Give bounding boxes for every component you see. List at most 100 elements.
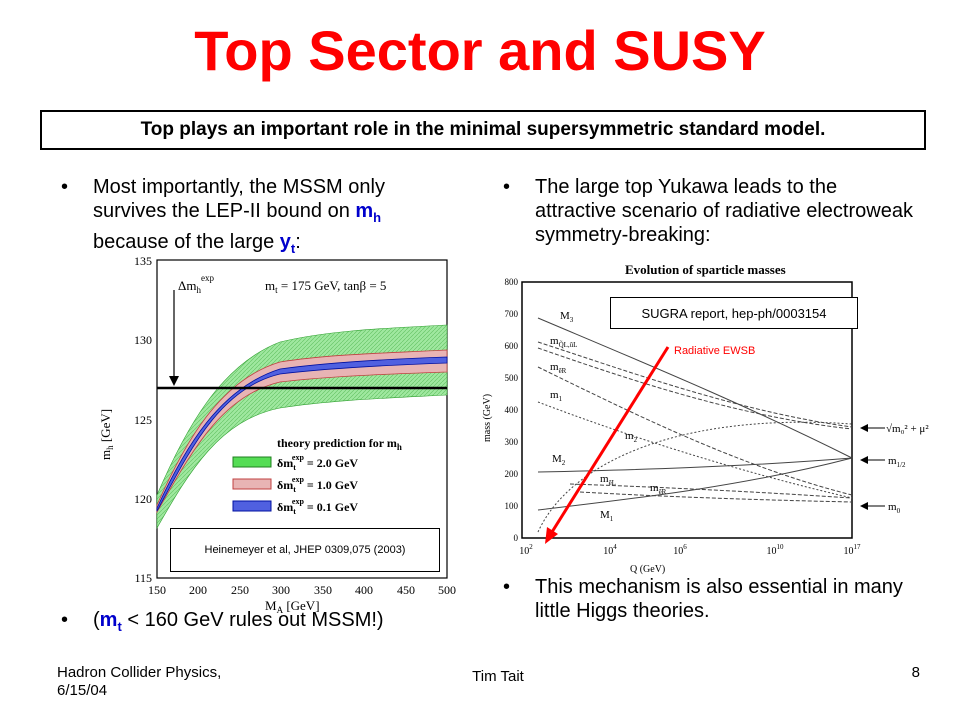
label-meR: mẽR: [550, 361, 567, 375]
label-sqrt-m0-mu: √m₀² + μ²: [886, 423, 929, 435]
x-tick-label: 300: [272, 583, 290, 597]
x-tick-label: 500: [438, 583, 456, 597]
legend: theory prediction for mh δmtexp = 2.0 Ge…: [232, 436, 402, 516]
right-figure-reference: SUGRA report, hep-ph/0003154: [610, 297, 858, 329]
sqrt-arrowhead: [860, 424, 868, 432]
curve-meR: [537, 366, 853, 496]
curve-labels: M3 mQ̃L,ũL mẽR m1 m2 M2 mẽL mẽR M1: [550, 310, 667, 523]
m-letter: m: [355, 200, 374, 222]
right-bullet-2: • This mechanism is also essential in ma…: [503, 575, 915, 623]
m-letter: m: [99, 609, 118, 631]
label-m1: m1: [550, 389, 563, 403]
y-tick-label: 600: [505, 341, 519, 351]
y-tick-label: 135: [134, 254, 152, 268]
x-tick-label: 150: [148, 583, 166, 597]
band-01gev: [156, 356, 448, 512]
bullet-text-c: :: [295, 231, 301, 253]
boundary-labels: √m₀² + μ² m1/2 m0: [860, 423, 929, 515]
y-axis-label: mh [GeV]: [98, 409, 115, 460]
bullet-dot: •: [503, 176, 511, 198]
curve-mQL-2: [537, 347, 853, 430]
m-t-symbol: mt: [99, 609, 122, 634]
slide-title: Top Sector and SUSY: [194, 19, 766, 82]
label-M1: M1: [600, 509, 614, 523]
bullet-dot: •: [61, 609, 69, 631]
curve-m2: [537, 421, 853, 533]
banner-box: Top plays an important role in the minim…: [40, 110, 926, 150]
params-label: mt = 175 GeV, tanβ = 5: [265, 278, 386, 295]
radiative-ewsb-arrow: [550, 346, 670, 533]
label-mQL: mQ̃L,ũL: [550, 335, 577, 349]
y-axis-label: mass (GeV): [482, 394, 493, 442]
left-figure-reference: Heinemeyer et al, JHEP 0309,075 (2003): [170, 528, 440, 572]
x-tick-label: 1010: [767, 543, 785, 557]
y-tick-label: 500: [505, 373, 519, 383]
curve-M3: [537, 317, 853, 459]
footer-left: Hadron Collider Physics, 6/15/04: [57, 664, 297, 700]
footer-center: Tim Tait: [472, 668, 524, 685]
plot-frame: [521, 281, 853, 539]
y-letter: y: [279, 231, 291, 253]
page-number: 8: [911, 664, 920, 681]
footer-left-line1: Hadron Collider Physics,: [57, 664, 222, 681]
y-tick-label: 120: [134, 492, 152, 506]
curve-M2: [537, 457, 853, 473]
left-bullet-2-rest: < 160 GeV rules out MSSM!): [121, 609, 384, 631]
curve-M1: [537, 457, 853, 511]
y-t-symbol: yt: [279, 231, 295, 256]
left-bullet-1: • Most importantly, the MSSM only surviv…: [61, 175, 453, 261]
label-M3: M3: [560, 310, 574, 324]
chart-title: Evolution of sparticle masses: [625, 262, 786, 277]
radiative-ewsb-arrowhead: [545, 527, 558, 544]
x-tick-label: 200: [189, 583, 207, 597]
mh-vs-ma-chart: 135 130 125 120 115 150 200 250 300 350 …: [98, 254, 456, 615]
label-meR2: mẽR: [650, 482, 667, 496]
bullet-dot: •: [61, 176, 69, 198]
bullet-text-b: because of the large: [93, 231, 280, 253]
x-tick-label: 400: [355, 583, 373, 597]
y-tick-label: 100: [505, 501, 519, 511]
curve-meR2: [579, 491, 853, 503]
left-bullet-2: • (mt < 160 GeV rules out MSSM!): [61, 608, 473, 639]
y-tick-label: 130: [134, 333, 152, 347]
m0-arrowhead: [860, 502, 868, 510]
legend-item-2gev: δmtexp = 2.0 GeV: [277, 453, 358, 472]
x-tick-label: 106: [673, 543, 687, 557]
label-M2: M2: [552, 453, 566, 467]
curve-mQL: [537, 341, 853, 428]
t-sub: t: [117, 619, 122, 634]
legend-swatch-01gev: [232, 500, 272, 512]
bullet-text-a: Most importantly, the MSSM only survives…: [93, 176, 385, 222]
legend-title: theory prediction for mh: [277, 436, 402, 452]
x-tick-label: 250: [231, 583, 249, 597]
x-axis: 150 200 250 300 350 400 450 500: [148, 583, 456, 597]
label-m0: m0: [888, 501, 901, 515]
x-tick-label: 102: [519, 543, 533, 557]
mass-curves: [537, 317, 853, 533]
y-axis: 0 100 200 300 400 500 600 700 800: [505, 277, 519, 543]
delta-mh-label: Δmhexp: [178, 273, 214, 295]
y-tick-label: 200: [505, 469, 519, 479]
footer-left-line2: 6/15/04: [57, 682, 108, 699]
y-axis: 135 130 125 120 115: [134, 254, 152, 585]
label-m2: m2: [625, 430, 638, 444]
label-mL: mẽL: [600, 473, 616, 487]
bullet-dot: •: [503, 576, 511, 598]
delta-mh-arrowhead: [169, 376, 179, 386]
h-sub: h: [373, 210, 382, 225]
y-tick-label: 800: [505, 277, 519, 287]
legend-swatch-2gev: [232, 456, 272, 468]
y-tick-label: 300: [505, 437, 519, 447]
m-h-symbol: mh: [355, 200, 382, 225]
right-bullet-2-text: This mechanism is also essential in many…: [535, 576, 903, 622]
curve-m1: [537, 401, 853, 499]
legend-item-01gev: δmtexp = 0.1 GeV: [277, 497, 358, 516]
x-axis: 102 104 106 1010 1017: [519, 543, 861, 557]
right-bullet-1: • The large top Yukawa leads to the attr…: [503, 175, 915, 247]
y-tick-label: 700: [505, 309, 519, 319]
y-tick-label: 0: [514, 533, 519, 543]
x-tick-label: 450: [397, 583, 415, 597]
y-tick-label: 400: [505, 405, 519, 415]
x-tick-label: 1017: [844, 543, 862, 557]
label-m12: m1/2: [888, 455, 906, 469]
